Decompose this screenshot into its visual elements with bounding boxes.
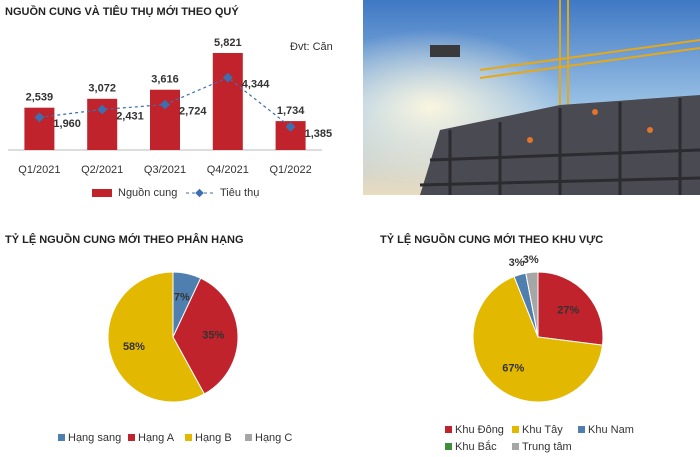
slice-label: 3% <box>523 254 539 266</box>
pie-slice <box>472 275 604 403</box>
bar <box>212 52 243 150</box>
legend-label: Khu Tây <box>522 424 563 436</box>
pie-slice <box>172 277 239 395</box>
legend-label: Hạng C <box>255 432 292 444</box>
line-value-label: 4,344 <box>242 79 270 91</box>
legend-label: Nguồn cung <box>118 187 177 199</box>
chart-title: NGUỒN CUNG VÀ TIÊU THỤ MỚI THEO QUÝ <box>5 5 239 18</box>
photo <box>363 0 700 195</box>
legend-swatch <box>58 434 65 441</box>
bar-value-label: 3,616 <box>151 74 179 86</box>
line-value-label: 1,385 <box>305 128 333 140</box>
legend-swatch <box>195 188 204 198</box>
chart-title: TỶ LỆ NGUỒN CUNG MỚI THEO PHÂN HẠNG <box>5 233 244 246</box>
line-marker <box>97 104 108 115</box>
legend-label: Hạng A <box>138 432 175 444</box>
line-marker <box>222 72 233 83</box>
legend-label: Trung tâm <box>522 441 572 453</box>
legend-label: Hạng sang <box>68 432 121 444</box>
legend-swatch <box>128 434 135 441</box>
legend-swatch <box>512 443 519 450</box>
line-marker <box>160 99 170 110</box>
pie-slice <box>525 271 539 338</box>
legend-label: Khu Nam <box>588 424 634 436</box>
legend-label: Khu Bắc <box>455 440 497 453</box>
line-value-label: 1,960 <box>53 118 81 130</box>
slice-label: 27% <box>557 304 579 316</box>
legend-swatch <box>578 426 585 433</box>
legend-swatch <box>512 426 519 433</box>
slice-label: 67% <box>502 363 524 375</box>
legend-swatch <box>445 426 452 433</box>
bar <box>150 89 180 150</box>
legend-label: Tiêu thụ <box>220 187 259 199</box>
pie-slice <box>107 271 205 403</box>
x-tick-label: Q4/2021 <box>207 164 249 176</box>
legend-swatch <box>245 434 252 441</box>
slice-label: 58% <box>123 341 145 353</box>
x-tick-label: Q2/2021 <box>81 164 123 176</box>
chart-title: TỶ LỆ NGUỒN CUNG MỚI THEO KHU VỰC <box>380 233 603 246</box>
line-value-label: 2,431 <box>116 110 144 122</box>
legend-label: Hạng B <box>195 432 232 444</box>
bar-value-label: 1,734 <box>277 105 305 117</box>
x-tick-label: Q3/2021 <box>144 164 186 176</box>
x-tick-label: Q1/2022 <box>269 164 311 176</box>
legend-swatch <box>445 443 452 450</box>
bar-value-label: 3,072 <box>88 83 116 95</box>
slice-label: 3% <box>509 257 525 269</box>
line-marker <box>34 112 45 123</box>
unit-note: Đvt: Căn <box>290 41 333 53</box>
pie-slice <box>537 271 604 346</box>
line-value-label: 2,724 <box>179 106 207 118</box>
x-tick-label: Q1/2021 <box>18 164 60 176</box>
legend-label: Khu Đông <box>455 424 504 436</box>
slice-label: 35% <box>202 330 224 342</box>
legend-swatch <box>185 434 192 441</box>
slice-label: 7% <box>174 292 190 304</box>
bar-value-label: 5,821 <box>214 37 242 49</box>
legend-swatch <box>92 189 112 197</box>
bar-value-label: 2,539 <box>26 92 54 104</box>
